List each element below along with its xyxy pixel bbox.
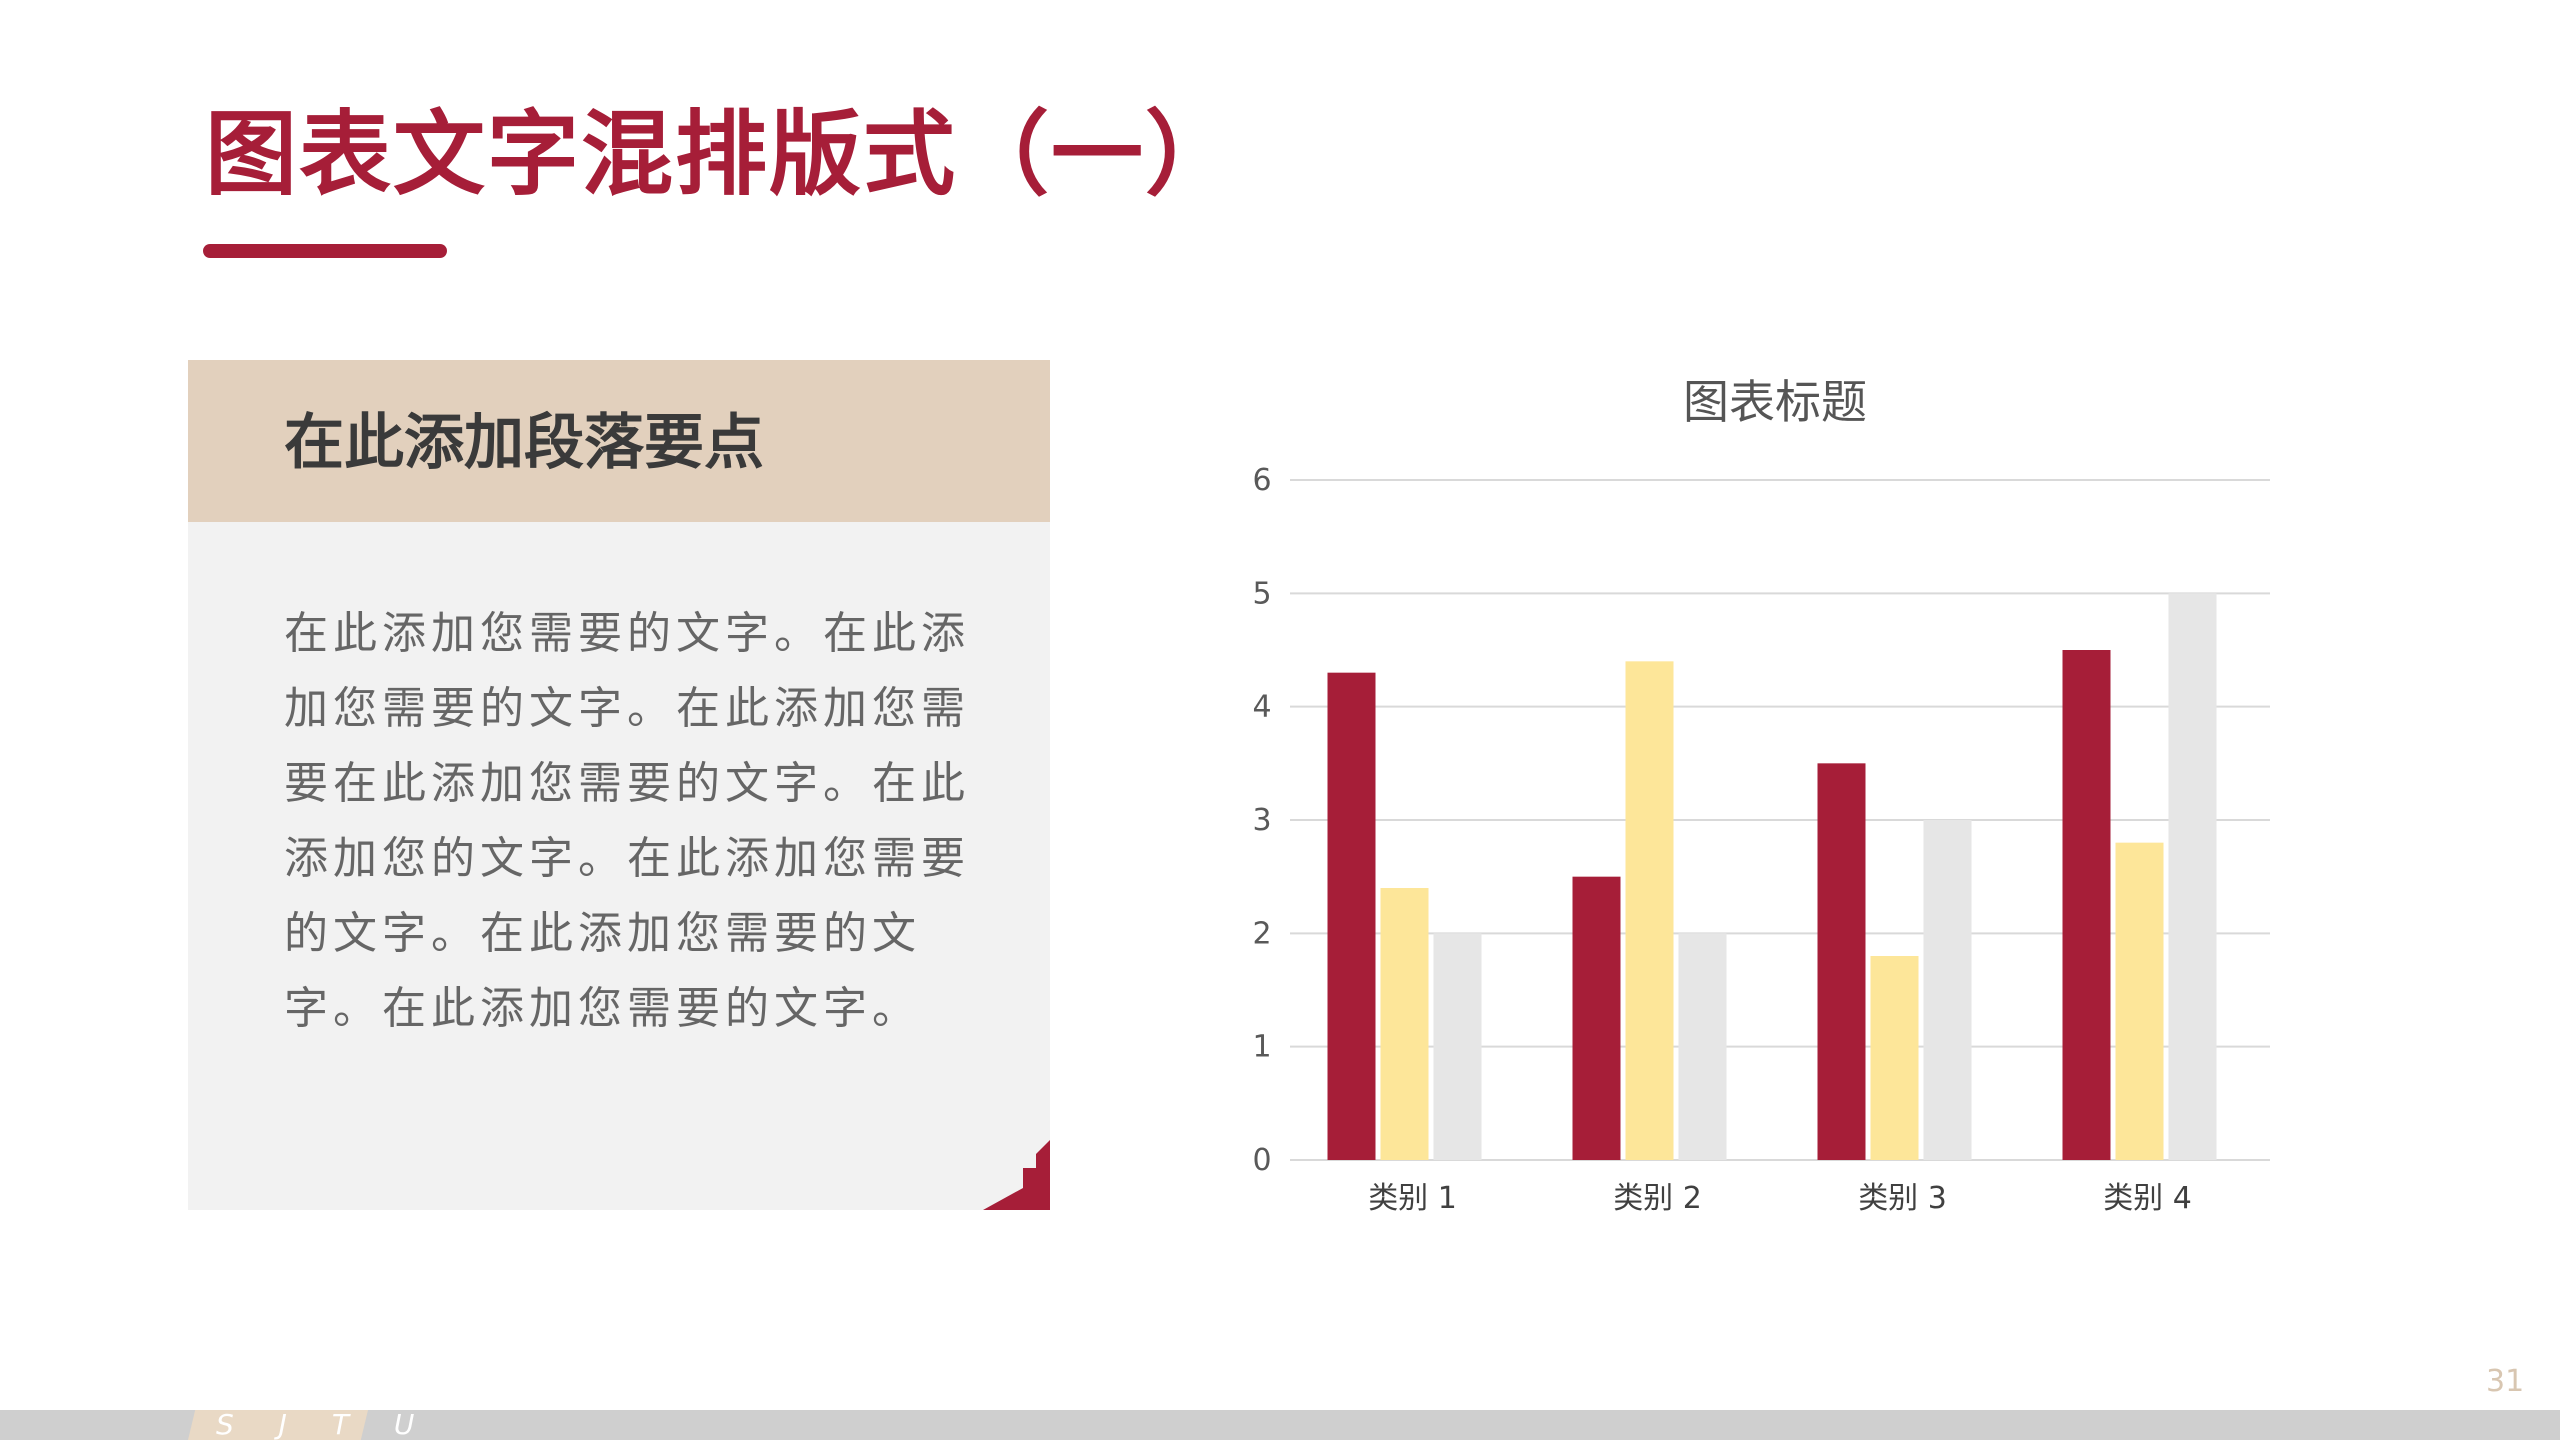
footer-brand: S J T U: [216, 1408, 433, 1440]
bar: [1923, 820, 1972, 1160]
chart-title: 图表标题: [1683, 375, 1867, 429]
y-tick-label: 4: [1252, 690, 1271, 725]
bar: [1625, 661, 1674, 1160]
bar: [1817, 763, 1866, 1160]
card-heading: 在此添加段落要点: [284, 408, 764, 478]
y-tick-label: 2: [1252, 916, 1271, 951]
footer-bar: [0, 1410, 2560, 1440]
bar-chart-svg: 图表标题 0 1 2 3 4 5 6 类别 1 类别 2 类别 3 类别 4: [1252, 375, 2270, 1216]
corner-mark-icon: [983, 1140, 1050, 1210]
y-tick-label: 5: [1252, 576, 1271, 611]
y-tick-label: 0: [1252, 1143, 1271, 1178]
title-underline: [203, 244, 447, 258]
x-tick-label: 类别 2: [1613, 1181, 1702, 1216]
y-tick-label: 3: [1252, 803, 1271, 838]
bar: [2168, 593, 2217, 1160]
x-tick-label: 类别 4: [2103, 1181, 2192, 1216]
bar: [1678, 933, 1727, 1160]
text-card: 在此添加段落要点 在此添加您需要的文字。在此添加您需要的文字。在此添加您需要在此…: [188, 360, 1050, 1210]
slide-title: 图表文字混排版式（一）: [205, 101, 1240, 208]
x-tick-label: 类别 3: [1858, 1181, 1947, 1216]
bar: [2115, 842, 2164, 1160]
bar: [1870, 956, 1919, 1160]
page-number: 31: [2486, 1364, 2525, 1399]
footer-tag: [188, 1410, 368, 1440]
x-tick-label: 类别 1: [1368, 1181, 1457, 1216]
bar: [1572, 876, 1621, 1160]
bar: [1380, 888, 1429, 1160]
card-header: 在此添加段落要点: [188, 360, 1050, 522]
bar: [1433, 933, 1482, 1160]
bar: [1327, 672, 1376, 1160]
y-tick-label: 1: [1252, 1030, 1271, 1065]
card-body-text: 在此添加您需要的文字。在此添加您需要的文字。在此添加您需要在此添加您需要的文字。…: [284, 608, 970, 1034]
y-tick-label: 6: [1252, 463, 1271, 498]
bar-chart: 图表标题 0 1 2 3 4 5 6 类别 1 类别 2 类别 3 类别 4: [1220, 360, 2330, 1240]
bar: [2062, 650, 2111, 1160]
